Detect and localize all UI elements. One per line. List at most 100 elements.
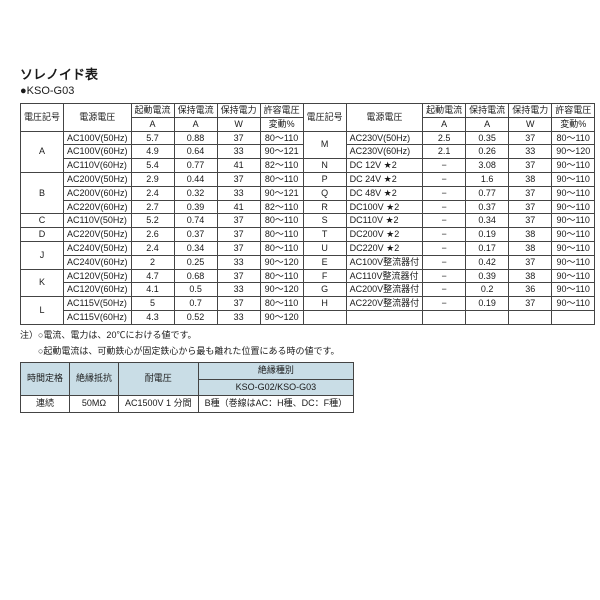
- value-cell: 0.39: [174, 200, 217, 214]
- power-supply-voltage: AC200V整流器付: [346, 283, 423, 297]
- col-hold-a: 保持電流: [466, 104, 509, 118]
- value-cell: −: [423, 228, 466, 242]
- unit: A: [131, 117, 174, 131]
- voltage-code: D: [21, 228, 64, 242]
- value-cell: 90～120: [260, 255, 303, 269]
- value-cell: 90～120: [260, 283, 303, 297]
- value-cell: 0.34: [466, 214, 509, 228]
- col-tol: 許容電圧: [552, 104, 595, 118]
- value-cell: 5.2: [131, 214, 174, 228]
- value-cell: 80～110: [260, 172, 303, 186]
- power-supply-voltage: AC230V(60Hz): [346, 145, 423, 159]
- value-cell: 38: [509, 172, 552, 186]
- value-cell: 0.77: [466, 186, 509, 200]
- value-cell: 0.42: [466, 255, 509, 269]
- value-cell: 37: [509, 255, 552, 269]
- t2-val: 50MΩ: [70, 396, 119, 413]
- value-cell: 90～110: [552, 186, 595, 200]
- value-cell: 2: [131, 255, 174, 269]
- value-cell: −: [423, 241, 466, 255]
- value-cell: −: [423, 200, 466, 214]
- value-cell: 0.19: [466, 228, 509, 242]
- col-hold-w: 保持電力: [509, 104, 552, 118]
- col-hold-a: 保持電流: [174, 104, 217, 118]
- t2-a: 時間定格: [21, 362, 70, 395]
- value-cell: 90～120: [260, 310, 303, 324]
- power-supply-voltage: AC230V(50Hz): [346, 131, 423, 145]
- value-cell: 90～110: [552, 200, 595, 214]
- value-cell: 2.1: [423, 145, 466, 159]
- value-cell: 80～110: [552, 131, 595, 145]
- value-cell: 0.19: [466, 297, 509, 311]
- power-supply-voltage: AC100V(50Hz): [64, 131, 132, 145]
- power-supply-voltage: AC100V整流器付: [346, 255, 423, 269]
- value-cell: 33: [217, 145, 260, 159]
- value-cell: 80～110: [260, 228, 303, 242]
- value-cell: 80～110: [260, 269, 303, 283]
- value-cell: 2.6: [131, 228, 174, 242]
- voltage-code: L: [21, 297, 64, 325]
- power-supply-voltage: AC200V(60Hz): [64, 186, 132, 200]
- power-supply-voltage: AC120V(50Hz): [64, 269, 132, 283]
- value-cell: 37: [217, 214, 260, 228]
- col-start-a: 起動電流: [131, 104, 174, 118]
- voltage-code: N: [303, 159, 346, 173]
- voltage-code: S: [303, 214, 346, 228]
- value-cell: 5.7: [131, 131, 174, 145]
- voltage-code: A: [21, 131, 64, 172]
- value-cell: 33: [217, 283, 260, 297]
- value-cell: 37: [509, 214, 552, 228]
- unit: 変動%: [552, 117, 595, 131]
- unit: A: [174, 117, 217, 131]
- value-cell: 37: [509, 200, 552, 214]
- value-cell: 2.4: [131, 241, 174, 255]
- value-cell: −: [423, 283, 466, 297]
- power-supply-voltage: DC 12V ★2: [346, 159, 423, 173]
- value-cell: 80～110: [260, 214, 303, 228]
- value-cell: 90～110: [552, 283, 595, 297]
- value-cell: −: [423, 159, 466, 173]
- power-supply-voltage: DC220V ★2: [346, 241, 423, 255]
- value-cell: 0.68: [174, 269, 217, 283]
- value-cell: 0.39: [466, 269, 509, 283]
- power-supply-voltage: AC220V(60Hz): [64, 200, 132, 214]
- value-cell: 37: [217, 228, 260, 242]
- col-hold-w: 保持電力: [217, 104, 260, 118]
- value-cell: 0.37: [174, 228, 217, 242]
- power-supply-voltage: AC110V(50Hz): [64, 214, 132, 228]
- value-cell: 33: [217, 255, 260, 269]
- value-cell: 37: [217, 297, 260, 311]
- unit: W: [509, 117, 552, 131]
- value-cell: 0.88: [174, 131, 217, 145]
- value-cell: 33: [509, 145, 552, 159]
- voltage-code: Q: [303, 186, 346, 200]
- value-cell: −: [423, 172, 466, 186]
- value-cell: 82～110: [260, 200, 303, 214]
- voltage-code: K: [21, 269, 64, 297]
- value-cell: 33: [217, 310, 260, 324]
- value-cell: 37: [509, 297, 552, 311]
- value-cell: −: [423, 269, 466, 283]
- value-cell: 1.6: [466, 172, 509, 186]
- value-cell: 4.9: [131, 145, 174, 159]
- power-supply-voltage: AC100V(60Hz): [64, 145, 132, 159]
- power-supply-voltage: DC 48V ★2: [346, 186, 423, 200]
- voltage-code: E: [303, 255, 346, 269]
- power-supply-voltage: AC220V(50Hz): [64, 228, 132, 242]
- t2-d: 絶縁種別: [198, 362, 354, 379]
- value-cell: −: [423, 255, 466, 269]
- voltage-code: T: [303, 228, 346, 242]
- value-cell: 38: [509, 228, 552, 242]
- power-supply-voltage: DC100V ★2: [346, 200, 423, 214]
- value-cell: 2.7: [131, 200, 174, 214]
- t2-b: 絶縁抵抗: [70, 362, 119, 395]
- value-cell: 5.4: [131, 159, 174, 173]
- col-code: 電圧記号: [303, 104, 346, 132]
- voltage-code: H: [303, 297, 346, 311]
- value-cell: 90～121: [260, 186, 303, 200]
- value-cell: 0.64: [174, 145, 217, 159]
- value-cell: 0.35: [466, 131, 509, 145]
- power-supply-voltage: AC115V(50Hz): [64, 297, 132, 311]
- value-cell: 41: [217, 159, 260, 173]
- power-supply-voltage: DC 24V ★2: [346, 172, 423, 186]
